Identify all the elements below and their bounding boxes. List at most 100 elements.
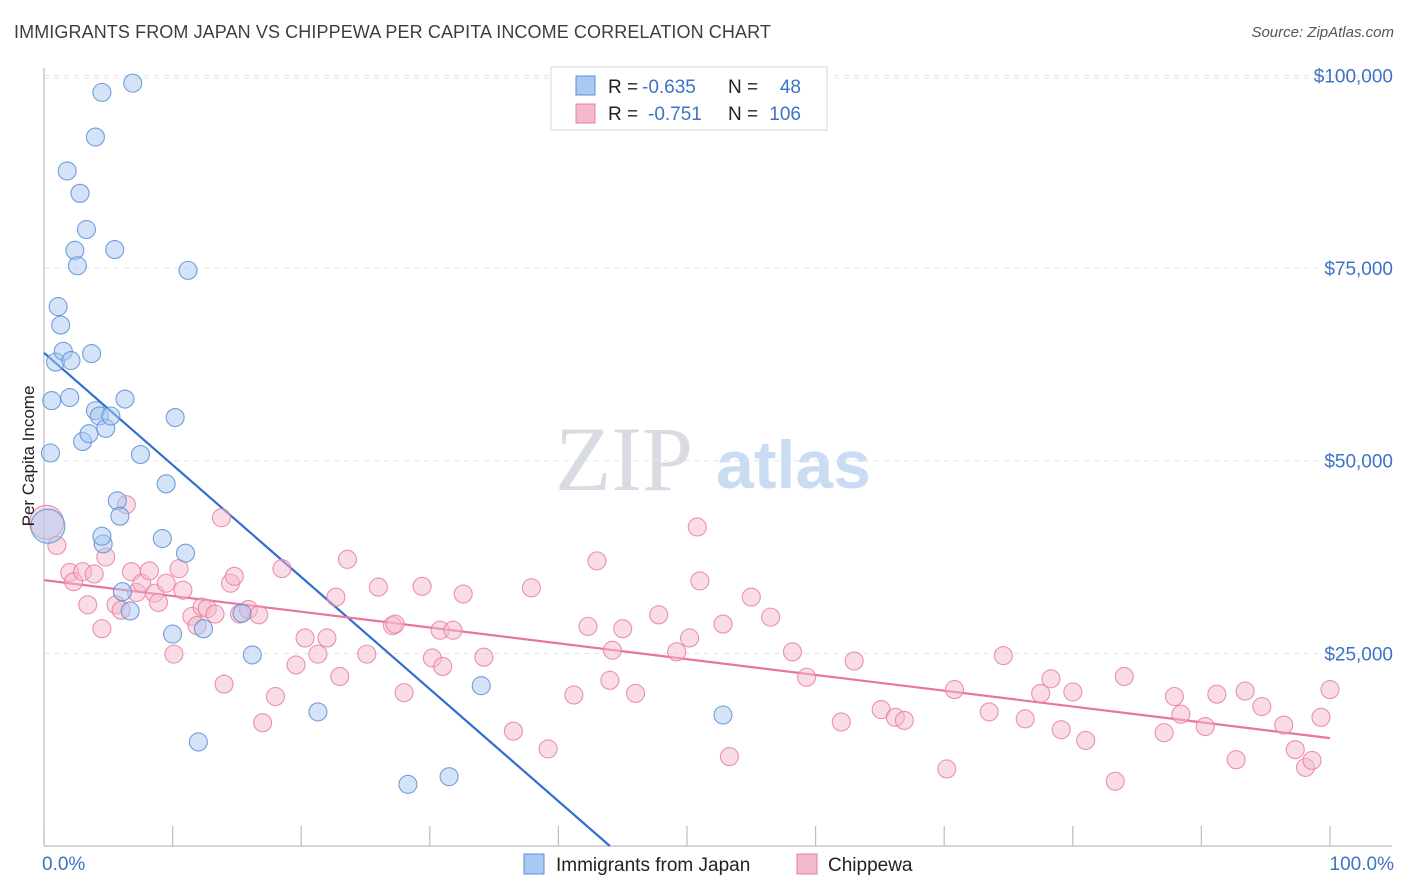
point-japan xyxy=(92,526,112,546)
point-chippewa xyxy=(1063,682,1083,702)
point-chippewa xyxy=(937,759,957,779)
point-chippewa xyxy=(1154,723,1174,743)
point-japan xyxy=(112,582,132,602)
legend-swatch-japan xyxy=(575,75,596,96)
point-chippewa xyxy=(385,614,405,634)
point-chippewa xyxy=(148,592,169,613)
point-japan xyxy=(79,424,99,444)
point-chippewa xyxy=(1235,681,1255,701)
point-chippewa xyxy=(587,551,607,571)
point-chippewa xyxy=(1076,730,1096,750)
point-japan xyxy=(70,183,90,203)
point-chippewa xyxy=(224,566,244,586)
point-chippewa xyxy=(164,644,184,664)
point-chippewa xyxy=(600,670,620,690)
point-japan xyxy=(76,219,96,240)
point-japan xyxy=(92,82,112,102)
point-chippewa xyxy=(687,517,707,537)
point-chippewa xyxy=(602,640,622,660)
point-chippewa xyxy=(1031,683,1051,703)
point-chippewa xyxy=(680,628,700,648)
point-chippewa xyxy=(894,710,914,730)
point-chippewa xyxy=(538,739,558,759)
x-tick-label: 0.0% xyxy=(42,854,85,875)
point-chippewa xyxy=(1311,707,1331,727)
point-chippewa xyxy=(443,620,463,640)
point-chippewa xyxy=(1015,709,1035,729)
correlation-legend: R = -0.635 N = 48 R = -0.751 N = 106 xyxy=(550,66,828,131)
y-tick-label: $25,000 xyxy=(1324,644,1393,665)
point-japan xyxy=(193,619,214,639)
point-chippewa xyxy=(412,576,432,596)
y-tick-label: $50,000 xyxy=(1324,452,1393,473)
point-japan xyxy=(188,732,208,752)
point-chippewa xyxy=(613,619,633,639)
point-japan xyxy=(40,443,60,463)
point-japan xyxy=(439,767,459,787)
point-chippewa xyxy=(1302,750,1322,771)
point-chippewa xyxy=(286,655,306,675)
point-chippewa xyxy=(265,686,286,707)
point-japan xyxy=(85,127,105,147)
point-japan xyxy=(105,240,125,260)
point-chippewa xyxy=(337,549,358,569)
point-chippewa xyxy=(173,580,193,600)
point-japan xyxy=(398,774,418,794)
legend-n-label-japan: N = xyxy=(728,77,758,98)
point-chippewa xyxy=(626,683,646,703)
point-chippewa xyxy=(205,604,225,624)
legend-n-value-japan: 48 xyxy=(780,77,801,98)
point-japan xyxy=(123,73,143,93)
point-japan xyxy=(115,389,135,409)
point-chippewa xyxy=(713,614,733,634)
point-chippewa xyxy=(272,559,292,579)
point-japan xyxy=(120,601,140,621)
point-chippewa xyxy=(503,721,523,741)
data-points xyxy=(29,73,1340,794)
point-japan xyxy=(30,508,66,544)
legend-r-value-japan: -0.635 xyxy=(642,77,696,98)
point-chippewa xyxy=(1274,715,1294,735)
series-legend: Immigrants from Japan Chippewa xyxy=(523,853,913,876)
watermark-zip: ZIP xyxy=(555,408,693,510)
bottom-legend-label-chippewa: Chippewa xyxy=(828,855,913,876)
point-chippewa xyxy=(317,628,337,648)
legend-n-value-chippewa: 106 xyxy=(769,104,801,125)
point-chippewa xyxy=(1114,666,1134,687)
point-japan xyxy=(110,506,130,526)
legend-n-label-chippewa: N = xyxy=(728,104,758,125)
point-chippewa xyxy=(295,628,315,648)
point-chippewa xyxy=(214,674,234,694)
point-chippewa xyxy=(253,713,273,733)
point-chippewa xyxy=(78,595,98,615)
point-chippewa xyxy=(474,647,494,667)
chart-source: Source: ZipAtlas.com xyxy=(1251,24,1394,41)
point-japan xyxy=(42,391,62,411)
point-japan xyxy=(82,344,102,364)
point-chippewa xyxy=(139,561,160,581)
point-chippewa xyxy=(156,573,176,593)
point-chippewa xyxy=(1171,704,1191,724)
point-japan xyxy=(242,645,262,665)
point-japan xyxy=(61,350,81,371)
point-chippewa xyxy=(782,642,803,662)
bottom-legend-swatch-chippewa xyxy=(796,853,818,875)
point-chippewa xyxy=(357,644,377,664)
point-japan xyxy=(163,624,183,644)
point-chippewa xyxy=(1252,696,1272,717)
point-chippewa xyxy=(394,683,414,703)
x-tick-label: 100.0% xyxy=(1330,854,1395,875)
legend-r-value-chippewa: -0.751 xyxy=(648,104,702,125)
point-chippewa xyxy=(1207,684,1227,704)
point-japan xyxy=(60,387,80,408)
point-chippewa xyxy=(433,656,453,677)
point-chippewa xyxy=(797,667,817,687)
point-chippewa xyxy=(1195,717,1215,737)
point-chippewa xyxy=(761,607,781,627)
point-japan xyxy=(51,315,71,335)
point-japan xyxy=(165,408,185,428)
point-japan xyxy=(67,256,87,276)
point-chippewa xyxy=(944,680,965,700)
point-chippewa xyxy=(979,702,999,722)
